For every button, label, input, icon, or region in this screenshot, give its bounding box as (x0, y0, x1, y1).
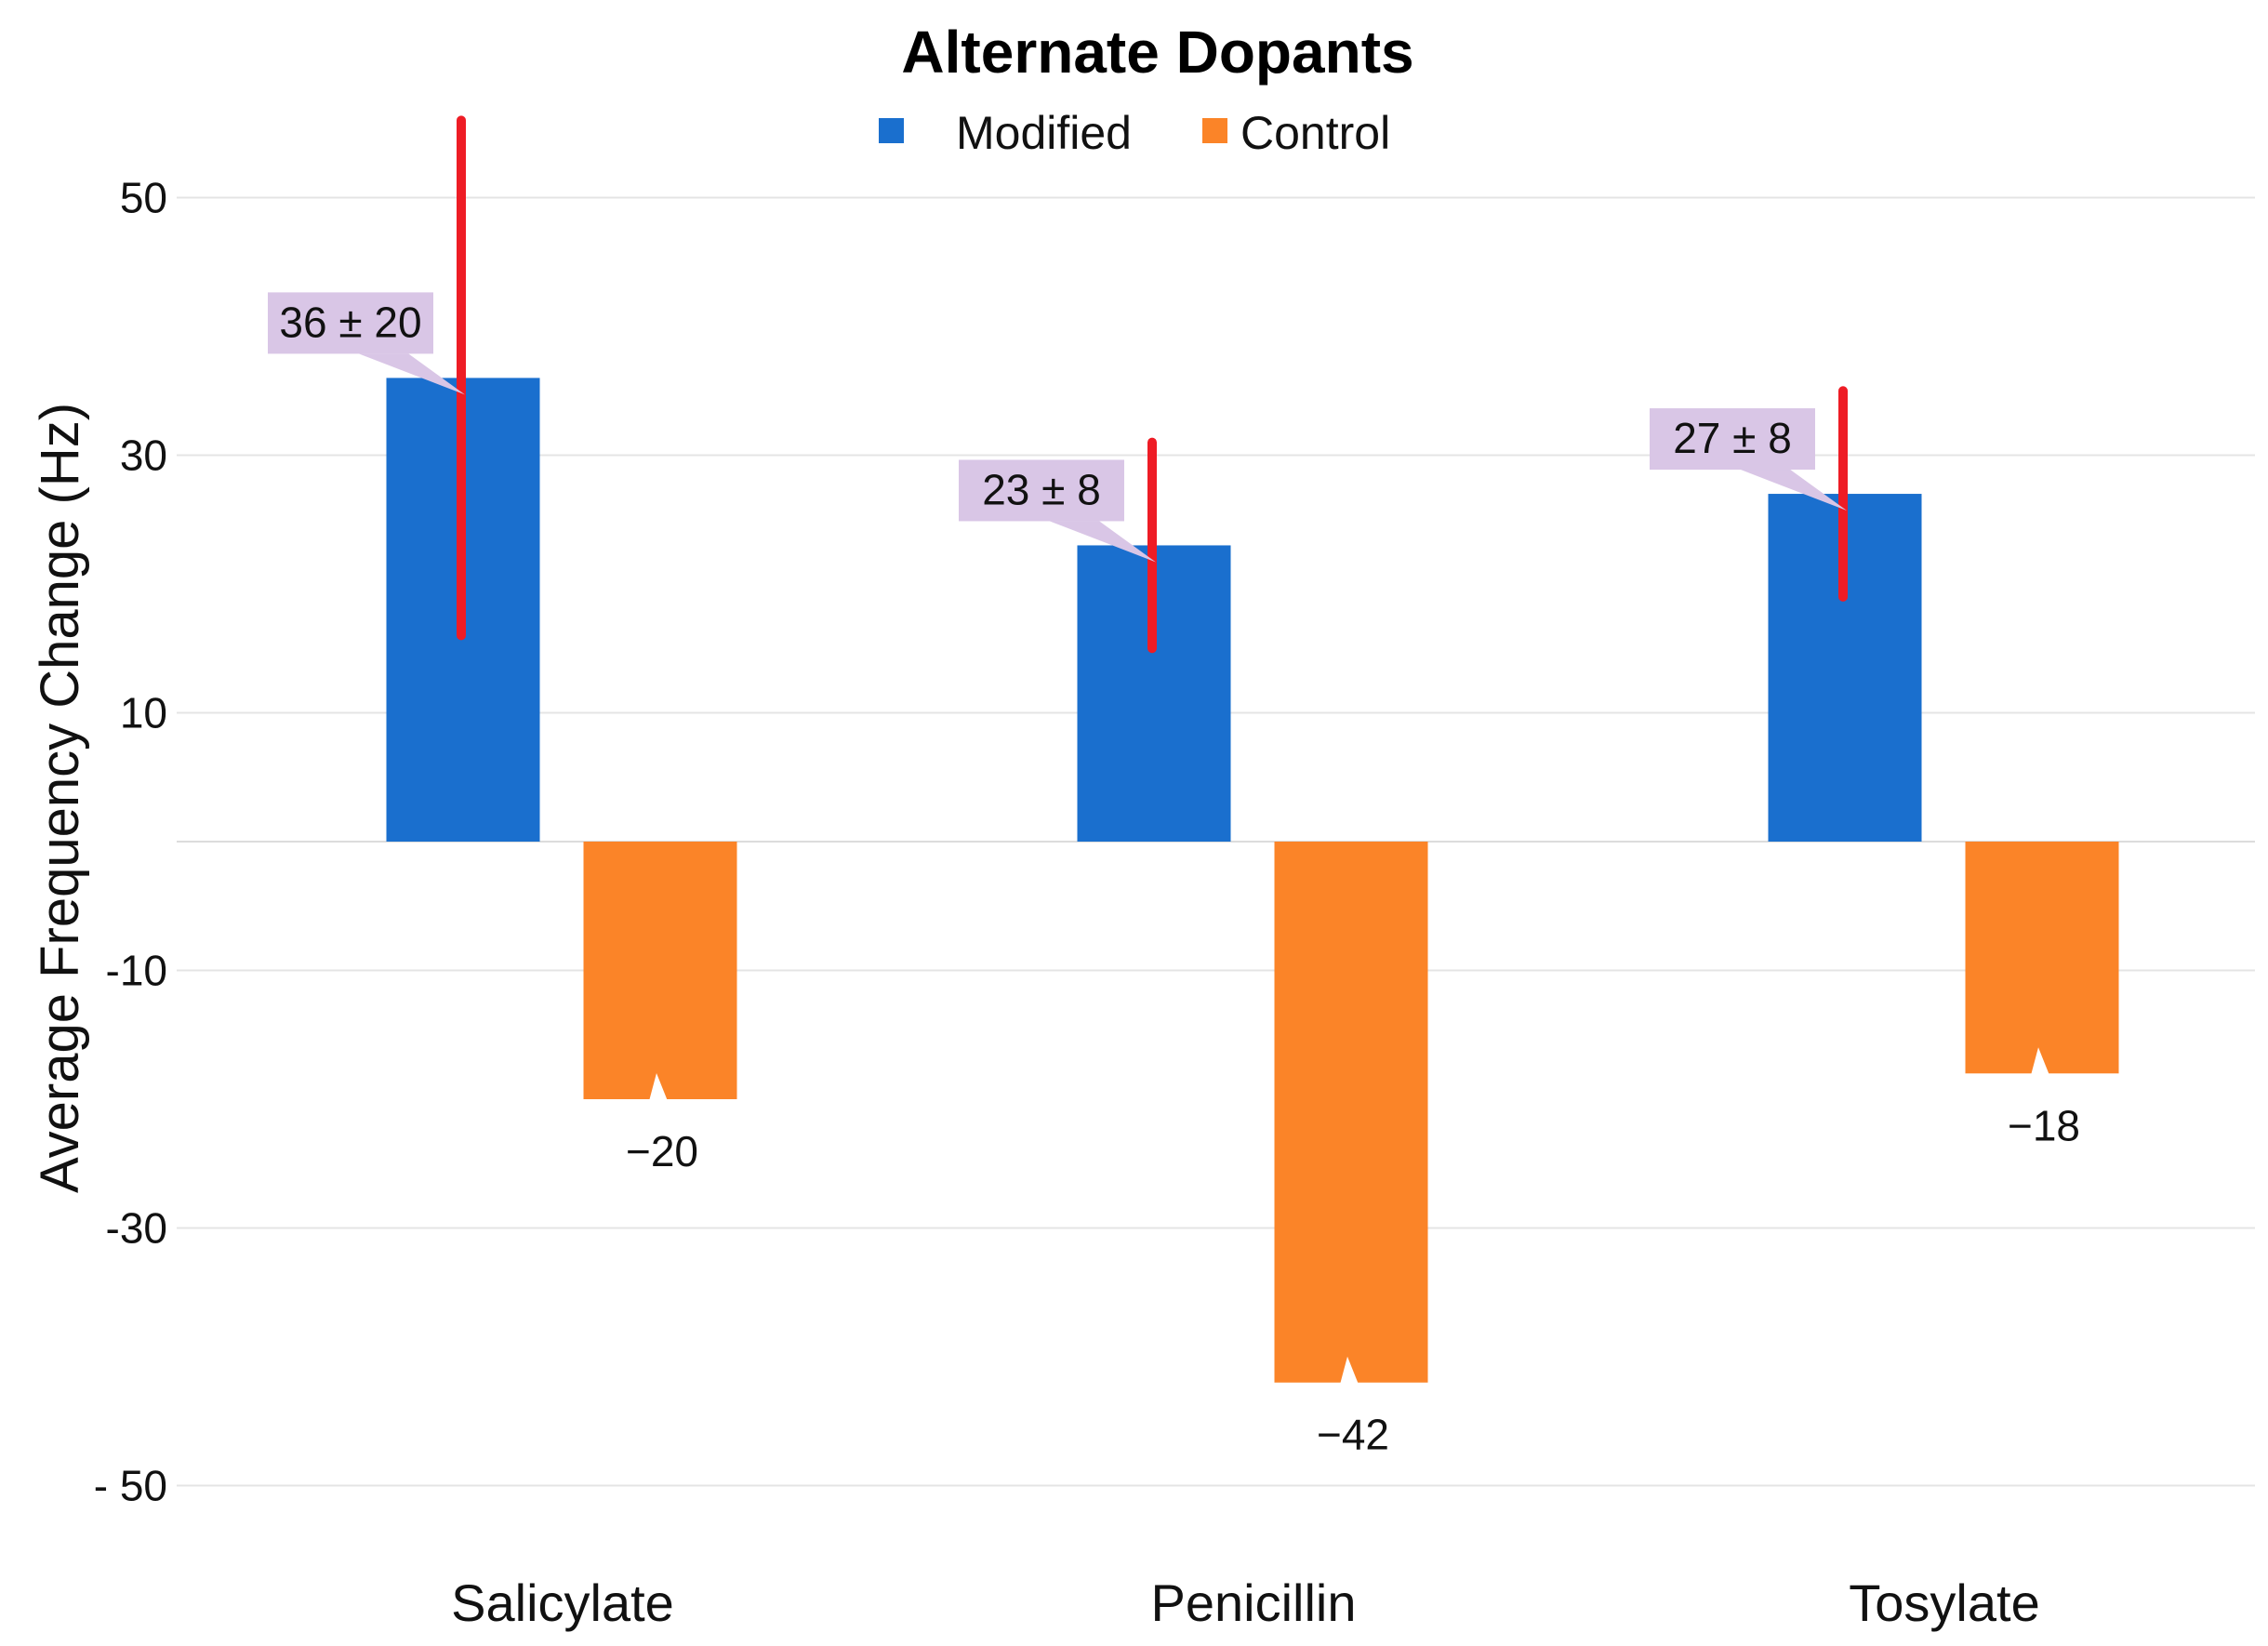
legend: Modified Control (879, 107, 1390, 159)
y-tick-label: 30 (120, 431, 167, 480)
legend-swatch-modified (879, 118, 904, 143)
x-axis-categories: Salicylate Penicillin Tosylate (451, 1573, 2040, 1632)
label-callout-pointer (358, 353, 465, 395)
label-callout-box (1650, 408, 1815, 471)
data-label-control: −42 (1317, 1411, 1389, 1459)
error-bars (457, 115, 1848, 654)
label-callout-box (268, 292, 433, 354)
data-label-control: −18 (2008, 1101, 2080, 1149)
label-callout-box (959, 459, 1124, 522)
legend-swatch-control (1202, 118, 1227, 143)
y-tick-label: - 50 (94, 1462, 167, 1510)
bar-control (583, 842, 737, 1099)
data-labels: 36 ± 20 23 ± 8 27 ± 8 −20 −42 −18 (268, 292, 2080, 1459)
bars (386, 378, 2119, 1383)
label-callout-pointer (1740, 470, 1847, 511)
legend-label-control: Control (1240, 107, 1390, 159)
label-pointer (649, 1073, 668, 1101)
y-tick-label: 10 (120, 689, 167, 737)
y-tick-label: -10 (106, 947, 167, 995)
bar-control (1965, 842, 2119, 1074)
legend-label-modified: Modified (956, 107, 1132, 159)
y-axis-title: Average Frequency Change (Hz) (30, 403, 90, 1193)
data-label-modified: 36 ± 20 (279, 298, 421, 346)
bar-control (1274, 842, 1428, 1383)
data-label-modified: 27 ± 8 (1673, 414, 1792, 462)
chart-title: Alternate Dopants (901, 19, 1413, 86)
y-tick-label: -30 (106, 1204, 167, 1253)
label-callout-pointer (1049, 521, 1156, 563)
data-label-modified: 23 ± 8 (982, 465, 1101, 513)
x-category-label: Tosylate (1849, 1573, 2039, 1632)
x-category-label: Salicylate (451, 1573, 674, 1632)
y-axis-ticks: 50 30 10 -10 -30 - 50 (94, 174, 167, 1510)
y-tick-label: 50 (120, 174, 167, 222)
data-label-control: −20 (626, 1127, 698, 1175)
label-pointer (1340, 1356, 1359, 1385)
x-category-label: Penicillin (1151, 1573, 1357, 1632)
label-pointer (2031, 1047, 2049, 1076)
